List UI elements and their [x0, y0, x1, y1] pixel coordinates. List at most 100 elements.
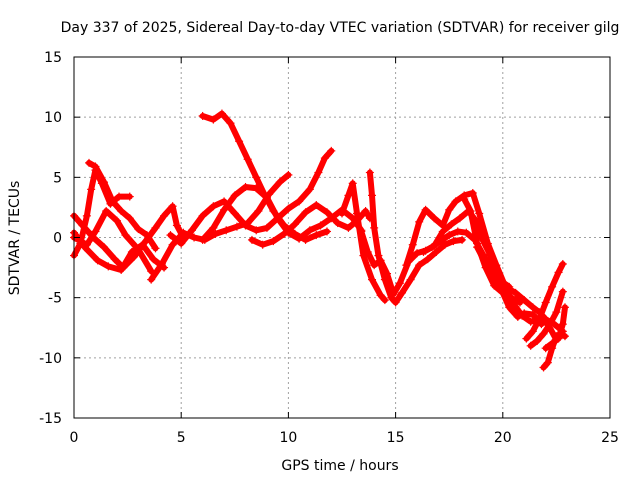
data-point	[230, 209, 239, 218]
data-point	[172, 221, 181, 230]
data-point	[376, 291, 385, 300]
data-point	[363, 247, 372, 256]
y-tick-label: -15	[39, 411, 62, 427]
data-point	[110, 255, 119, 264]
data-point	[505, 303, 514, 312]
data-point	[460, 194, 469, 203]
series-track-13	[365, 168, 467, 307]
x-axis-title: GPS time / hours	[281, 458, 398, 474]
data-point	[468, 188, 477, 197]
data-point	[391, 298, 400, 307]
series-track-21	[541, 303, 569, 353]
data-point	[121, 231, 130, 240]
data-point	[528, 310, 537, 319]
data-point	[541, 298, 550, 307]
data-point	[305, 226, 314, 235]
data-point	[413, 249, 422, 258]
data-point	[108, 197, 117, 206]
data-point	[82, 211, 91, 220]
data-point	[312, 201, 321, 210]
data-point	[368, 191, 377, 200]
data-point	[357, 227, 366, 236]
data-point	[520, 309, 529, 318]
data-point	[528, 303, 537, 312]
data-point	[252, 226, 261, 235]
data-point	[241, 221, 250, 230]
data-point	[535, 315, 544, 324]
data-point	[406, 275, 415, 284]
x-tick-label: 10	[279, 430, 297, 446]
series-track-9	[198, 182, 366, 244]
data-point	[432, 247, 441, 256]
data-point	[168, 240, 177, 249]
data-point	[177, 239, 186, 248]
data-point	[479, 255, 488, 264]
data-point	[127, 247, 136, 256]
y-tick-label: 15	[44, 50, 62, 66]
data-point	[445, 205, 454, 214]
data-point	[558, 320, 567, 329]
data-point	[80, 243, 89, 252]
data-point	[455, 214, 464, 223]
series-line	[527, 288, 566, 349]
data-point	[458, 235, 467, 244]
data-point	[226, 119, 235, 128]
data-point	[258, 240, 267, 249]
y-tick-label: 10	[44, 110, 62, 126]
data-point	[93, 256, 102, 265]
data-point	[230, 191, 239, 200]
data-point	[243, 155, 252, 164]
series-track-20	[526, 287, 567, 350]
data-point	[552, 308, 561, 317]
data-point	[217, 109, 226, 118]
data-point	[252, 184, 261, 193]
data-point	[269, 237, 278, 246]
data-point	[198, 235, 207, 244]
data-point	[398, 288, 407, 297]
series-track-4	[85, 158, 160, 253]
data-point	[134, 225, 143, 234]
data-point	[222, 226, 231, 235]
data-point	[505, 282, 514, 291]
data-point	[333, 219, 342, 228]
data-point	[513, 312, 522, 321]
series-line	[461, 196, 523, 306]
data-point	[473, 243, 482, 252]
data-point	[151, 244, 160, 253]
data-point	[526, 317, 535, 326]
data-point	[314, 168, 323, 177]
data-point	[179, 228, 188, 237]
series-track-5	[70, 228, 169, 274]
grid	[74, 57, 610, 418]
data-point	[312, 231, 321, 240]
data-series	[70, 109, 569, 372]
data-point	[543, 358, 552, 367]
x-tick-label: 15	[387, 430, 405, 446]
data-point	[284, 170, 293, 179]
y-tick-label: 5	[53, 170, 62, 186]
x-tick-label: 20	[494, 430, 512, 446]
data-point	[511, 288, 520, 297]
data-point	[190, 233, 199, 242]
data-point	[421, 205, 430, 214]
series-track-19	[522, 259, 567, 343]
data-point	[322, 227, 331, 236]
data-point	[166, 231, 175, 240]
axes: 0 5 10 15 20 25 -15 -10 -5 0 5 10 15	[39, 50, 619, 446]
data-point	[232, 222, 241, 231]
data-point	[151, 223, 160, 232]
data-point	[483, 239, 492, 248]
data-point	[353, 209, 362, 218]
data-point	[533, 336, 542, 345]
data-point	[125, 214, 134, 223]
data-point	[149, 255, 158, 264]
x-tick-label: 5	[177, 430, 186, 446]
data-point	[157, 259, 166, 268]
data-point	[115, 192, 124, 201]
data-point	[290, 220, 299, 229]
data-point	[365, 168, 374, 177]
data-point	[338, 209, 346, 218]
data-point	[275, 178, 284, 187]
data-point	[284, 204, 293, 213]
